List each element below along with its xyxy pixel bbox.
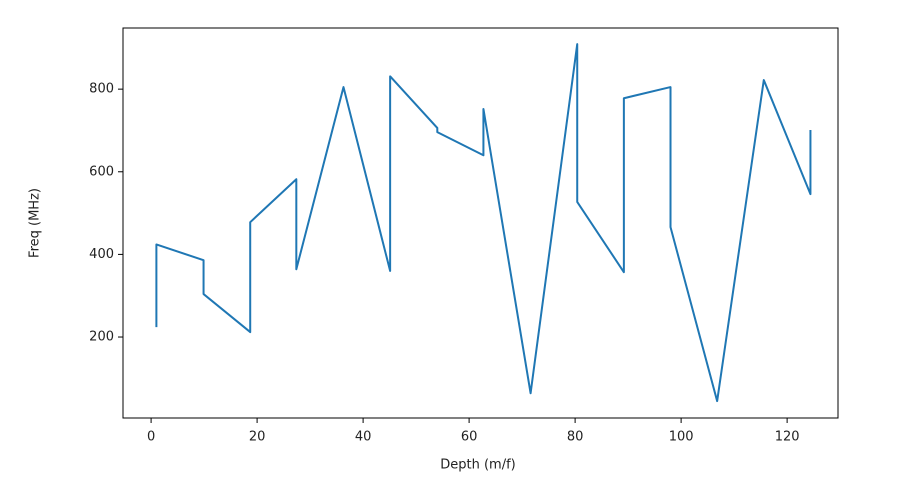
data-line	[155, 43, 812, 403]
x-tick-label: 120	[775, 430, 800, 445]
y-tick-label: 600	[89, 164, 114, 179]
y-tick-label: 400	[89, 247, 114, 262]
y-axis-label: Freq (MHz)	[28, 188, 43, 258]
x-tick-label: 0	[147, 430, 155, 445]
x-axis-label: Depth (m/f)	[440, 458, 516, 473]
y-tick-label: 200	[89, 330, 114, 345]
plot-frame	[122, 27, 839, 419]
x-tick-label: 100	[669, 430, 694, 445]
y-tick-label: 800	[89, 82, 114, 97]
x-tick-label: 60	[461, 430, 478, 445]
x-tick-label: 80	[567, 430, 584, 445]
x-tick-label: 40	[355, 430, 372, 445]
x-tick-label: 20	[249, 430, 266, 445]
